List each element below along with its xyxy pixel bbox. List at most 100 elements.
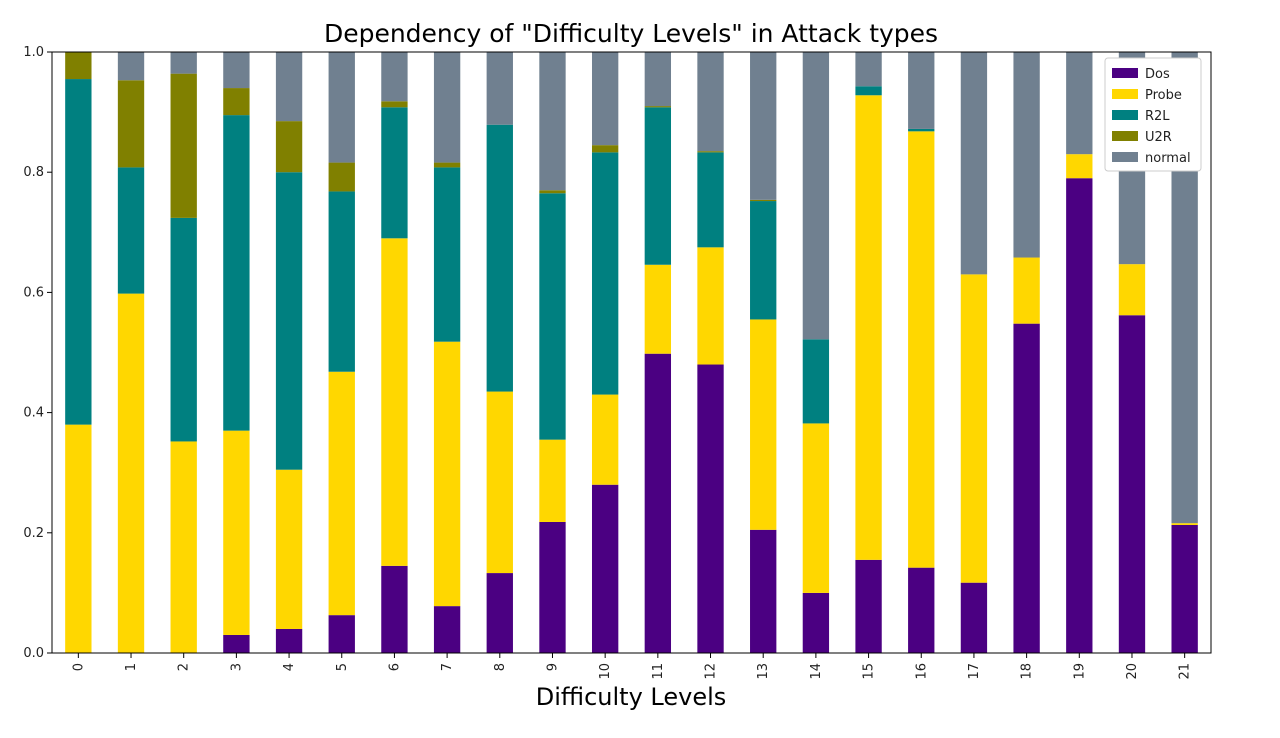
bar-normal-level-14 (802, 52, 830, 340)
legend: Dos Probe R2L U2R normal (1104, 57, 1202, 172)
bar-r2l-level-15 (855, 86, 882, 96)
x-tick-label: 0 (71, 663, 86, 671)
x-tick-label: 19 (1072, 663, 1087, 680)
bar-u2r-level-9 (539, 190, 566, 194)
x-tick-label: 12 (704, 663, 719, 680)
bar-dos-level-10 (591, 484, 619, 653)
bar-dos-level-12 (697, 364, 724, 653)
bar-u2r-level-4 (275, 121, 303, 173)
bar-normal-level-5 (328, 52, 355, 163)
bar-probe-level-5 (328, 371, 355, 616)
bar-probe-level-7 (433, 341, 461, 607)
y-tick-label: 0.8 (23, 165, 44, 180)
bar-u2r-level-0 (65, 52, 92, 80)
x-tick-label: 1 (124, 663, 139, 671)
bar-dos-level-8 (486, 573, 513, 653)
x-tick-label: 14 (809, 663, 824, 680)
legend-swatch-r2l (1112, 110, 1138, 120)
bar-r2l-level-6 (381, 107, 408, 239)
legend-label-probe: Probe (1145, 88, 1182, 103)
bar-probe-level-16 (908, 131, 935, 568)
bar-dos-level-3 (223, 634, 250, 653)
bar-r2l-level-9 (539, 193, 566, 440)
bar-probe-level-9 (539, 439, 566, 522)
y-tick-label: 0.6 (23, 285, 44, 300)
x-tick-label: 7 (440, 663, 455, 671)
y-tick-label: 0.0 (23, 646, 44, 661)
x-tick-label: 9 (545, 663, 560, 671)
bar-probe-level-3 (223, 430, 250, 635)
bar-u2r-level-3 (223, 88, 250, 116)
bar-r2l-level-2 (170, 217, 197, 442)
bar-normal-level-11 (644, 52, 672, 107)
bar-probe-level-20 (1118, 264, 1146, 316)
bar-u2r-level-7 (433, 162, 461, 168)
bar-dos-level-19 (1066, 178, 1093, 653)
x-tick-label: 2 (177, 663, 192, 671)
bar-probe-level-2 (170, 441, 197, 653)
bar-u2r-level-6 (381, 101, 408, 108)
bar-dos-level-14 (802, 592, 830, 653)
bar-probe-level-11 (644, 264, 672, 354)
bar-normal-level-12 (697, 52, 724, 152)
x-tick-label: 11 (651, 663, 666, 680)
bar-probe-level-10 (591, 394, 619, 485)
bar-dos-level-17 (960, 582, 988, 653)
bar-probe-level-8 (486, 391, 513, 574)
bar-u2r-level-1 (117, 80, 145, 168)
bar-probe-level-1 (117, 293, 145, 653)
plot-area-frame (51, 51, 1212, 654)
x-tick-label: 17 (967, 663, 982, 680)
bar-probe-level-14 (802, 423, 830, 593)
bar-normal-level-10 (591, 52, 619, 146)
bar-normal-level-8 (486, 52, 513, 125)
bar-probe-level-6 (381, 238, 408, 566)
bar-normal-level-7 (433, 52, 461, 163)
bar-dos-level-7 (433, 606, 461, 653)
y-axis: 0.0 0.2 0.4 0.6 0.8 1.0 (23, 45, 52, 661)
bar-dos-level-5 (328, 615, 355, 653)
bar-normal-level-2 (170, 52, 197, 74)
legend-frame (1104, 57, 1202, 172)
bar-u2r-level-2 (170, 73, 197, 218)
legend-swatch-dos (1112, 68, 1138, 78)
bar-u2r-level-12 (697, 151, 724, 153)
bar-dos-level-15 (855, 559, 882, 653)
y-tick-label: 0.4 (23, 406, 44, 421)
bar-probe-level-17 (960, 274, 988, 583)
bar-u2r-level-11 (644, 106, 672, 108)
bar-r2l-level-13 (750, 201, 777, 320)
x-axis-label: Difficulty Levels (536, 683, 727, 711)
bar-normal-level-15 (855, 52, 882, 87)
bar-normal-level-19 (1066, 52, 1093, 155)
y-tick-label: 0.2 (23, 526, 44, 541)
legend-swatch-normal (1112, 152, 1138, 162)
bar-u2r-level-13 (750, 199, 777, 202)
bar-r2l-level-16 (908, 128, 935, 132)
bar-probe-level-0 (65, 424, 92, 653)
bar-normal-level-13 (750, 52, 777, 200)
bar-r2l-level-8 (486, 124, 513, 392)
bar-dos-level-16 (908, 567, 935, 653)
legend-label-dos: Dos (1145, 67, 1170, 82)
bar-u2r-level-10 (591, 145, 619, 153)
bar-dos-level-9 (539, 521, 566, 653)
x-tick-label: 8 (493, 663, 508, 671)
bar-probe-level-4 (275, 469, 303, 629)
bar-normal-level-9 (539, 52, 566, 191)
x-tick-label: 10 (598, 663, 613, 680)
x-tick-label: 3 (229, 663, 244, 671)
bar-normal-level-6 (381, 52, 408, 102)
bar-dos-level-4 (275, 628, 303, 653)
x-tick-label: 6 (387, 663, 402, 671)
bar-dos-level-13 (750, 529, 777, 653)
legend-label-normal: normal (1145, 151, 1191, 166)
bar-r2l-level-14 (802, 339, 830, 424)
bar-r2l-level-3 (223, 115, 250, 431)
bar-dos-level-18 (1013, 323, 1040, 653)
bar-probe-level-19 (1066, 154, 1093, 179)
bar-r2l-level-10 (591, 152, 619, 395)
bar-normal-level-3 (223, 52, 250, 89)
